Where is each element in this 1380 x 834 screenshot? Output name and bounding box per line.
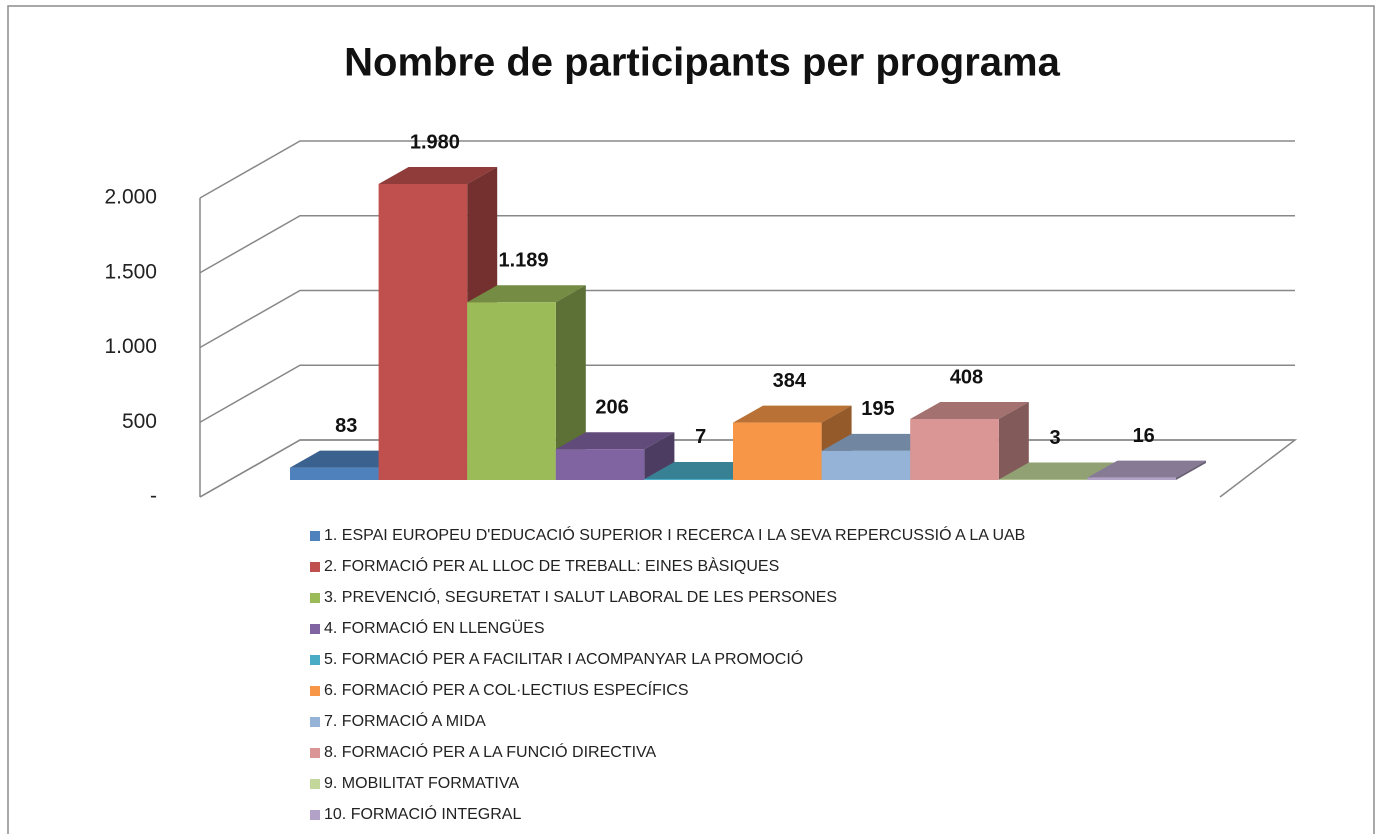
bar-top <box>910 402 1029 420</box>
legend-label: 4. FORMACIÓ EN LLENGÜES <box>324 618 545 637</box>
legend-label: 2. FORMACIÓ PER AL LLOC DE TREBALL: EINE… <box>324 556 779 575</box>
chart-frame <box>7 5 1375 834</box>
bar-top <box>1087 460 1206 478</box>
bar-side <box>998 402 1029 480</box>
grid-line <box>199 140 1295 199</box>
legend-label: 1. ESPAI EUROPEU D'EDUCACIÓ SUPERIOR I R… <box>324 525 1025 544</box>
legend-label: 10. FORMACIÓ INTEGRAL <box>324 804 521 823</box>
y-tick-label: 1.500 <box>104 260 157 283</box>
legend-swatch <box>310 686 320 696</box>
value-label: 1.980 <box>410 131 460 153</box>
legend-label: 7. FORMACIÓ A MIDA <box>324 711 486 730</box>
bar <box>910 419 999 480</box>
grid-line <box>199 364 1295 423</box>
bar-top <box>378 166 498 184</box>
y-tick-label: 500 <box>122 410 157 433</box>
grid-line <box>199 215 1295 274</box>
legend-label: 6. FORMACIÓ PER A COL·LECTIUS ESPECÍFICS <box>324 680 689 699</box>
legend-swatch <box>310 779 320 789</box>
legend-swatch <box>310 531 320 541</box>
bar-top <box>733 405 852 423</box>
legend-swatch <box>310 593 320 603</box>
bar-side <box>1176 460 1206 480</box>
value-label: 83 <box>335 415 357 437</box>
bar <box>378 183 468 481</box>
y-tick-label: 2.000 <box>104 186 157 209</box>
legend-label: 9. MOBILITAT FORMATIVA <box>324 775 519 792</box>
value-label: 384 <box>773 370 807 392</box>
bar-side <box>555 285 586 480</box>
bar <box>1087 477 1176 480</box>
y-tick-label: - <box>150 485 157 508</box>
legend-label: 3. PREVENCIÓ, SEGURETAT I SALUT LABORAL … <box>324 587 837 606</box>
value-label: 1.189 <box>498 250 548 272</box>
value-label: 195 <box>861 398 894 420</box>
legend-swatch <box>310 562 320 572</box>
bar <box>821 450 911 480</box>
value-label: 408 <box>950 366 983 388</box>
value-label: 206 <box>595 396 628 418</box>
y-tick-label: 1.000 <box>104 335 157 358</box>
legend-swatch <box>310 717 320 727</box>
grid-line <box>199 289 1295 349</box>
legend-swatch <box>310 655 320 665</box>
bar <box>467 302 556 480</box>
bar <box>555 449 645 480</box>
value-label: 7 <box>695 426 706 448</box>
legend-swatch <box>310 624 320 634</box>
bar-top <box>555 432 675 450</box>
legend-swatch <box>310 748 320 758</box>
legend-label: 5. FORMACIÓ PER A FACILITAR I ACOMPANYAR… <box>324 649 803 668</box>
bar <box>290 467 379 480</box>
value-label: 16 <box>1133 425 1155 447</box>
bar-top <box>467 285 586 303</box>
bar <box>733 422 822 480</box>
chart-title: Nombre de participants per programa <box>344 41 1060 85</box>
bar-top <box>998 462 1118 480</box>
bar <box>644 478 733 480</box>
bar-side <box>644 432 675 480</box>
legend-label: 8. FORMACIÓ PER A LA FUNCIÓ DIRECTIVA <box>324 742 657 761</box>
value-label: 3 <box>1050 427 1061 449</box>
legend-swatch <box>310 810 320 820</box>
